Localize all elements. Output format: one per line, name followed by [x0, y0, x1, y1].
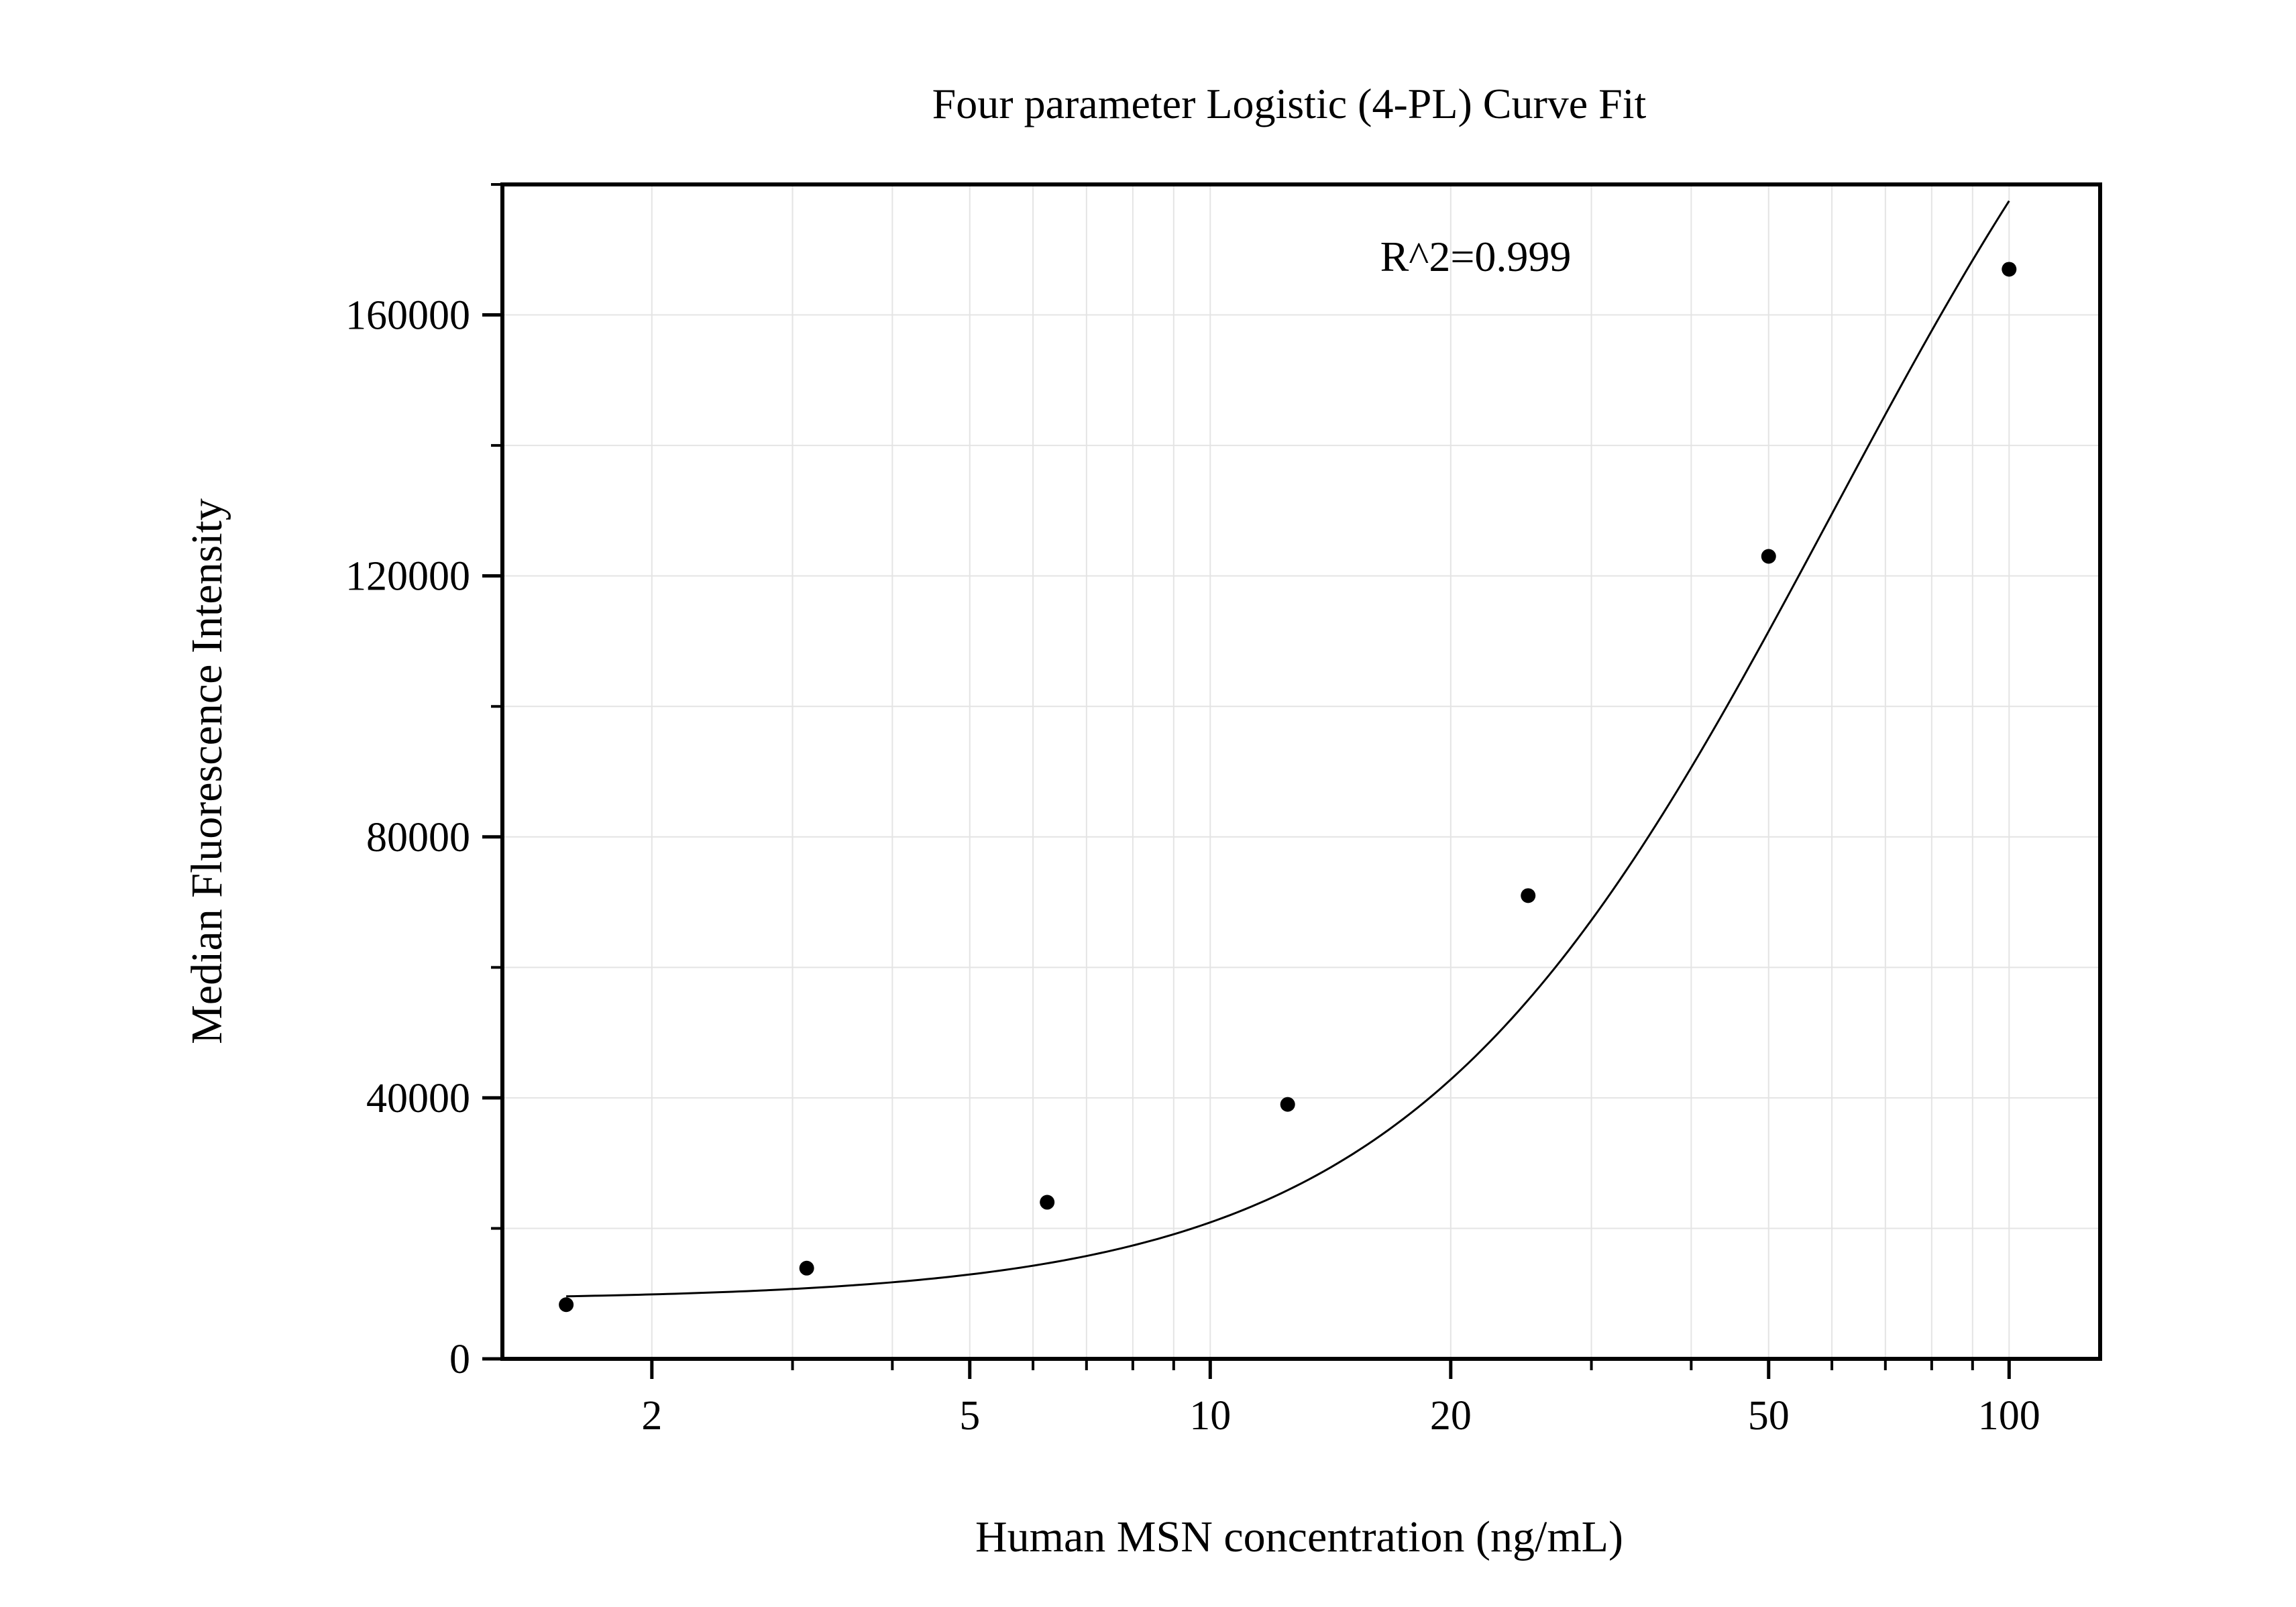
- data-point: [559, 1297, 574, 1313]
- plot-frame: [500, 182, 2102, 1361]
- chart-title: Four parameter Logistic (4-PL) Curve Fit: [932, 80, 1647, 127]
- data-point: [1521, 888, 1536, 903]
- fit-curve: [566, 200, 2010, 1298]
- y-axis-title: Median Fluorescence Intensity: [182, 498, 231, 1044]
- r-squared-annotation: R^2=0.999: [1380, 233, 1572, 280]
- plot-border: [500, 182, 2102, 1361]
- y-tick-label: 40000: [366, 1076, 470, 1121]
- fit-curve-layer: [566, 200, 2010, 1298]
- axis-ticks: [482, 183, 2011, 1379]
- x-tick-label: 5: [959, 1393, 980, 1439]
- y-tick-label: 80000: [366, 815, 470, 861]
- x-tick-label: 100: [1978, 1393, 2040, 1439]
- data-point: [1040, 1195, 1055, 1210]
- x-tick-label: 20: [1430, 1393, 1472, 1439]
- axis-labels: 2 5 10 20 50 100 0 40000 80000 120000 160000: [345, 293, 2040, 1439]
- data-point: [1761, 549, 1776, 564]
- x-axis-title: Human MSN concentration (ng/mL): [975, 1512, 1623, 1561]
- data-points-layer: [559, 262, 2017, 1313]
- data-point: [799, 1260, 814, 1276]
- data-point: [2002, 262, 2017, 277]
- y-tick-label: 120000: [345, 554, 470, 600]
- y-tick-label: 160000: [345, 293, 470, 339]
- data-point: [1280, 1097, 1295, 1112]
- grid-lines: [502, 184, 2100, 1359]
- y-tick-label: 0: [449, 1337, 470, 1382]
- x-tick-label: 2: [641, 1393, 662, 1439]
- x-tick-label: 50: [1748, 1393, 1790, 1439]
- x-tick-label: 10: [1189, 1393, 1231, 1439]
